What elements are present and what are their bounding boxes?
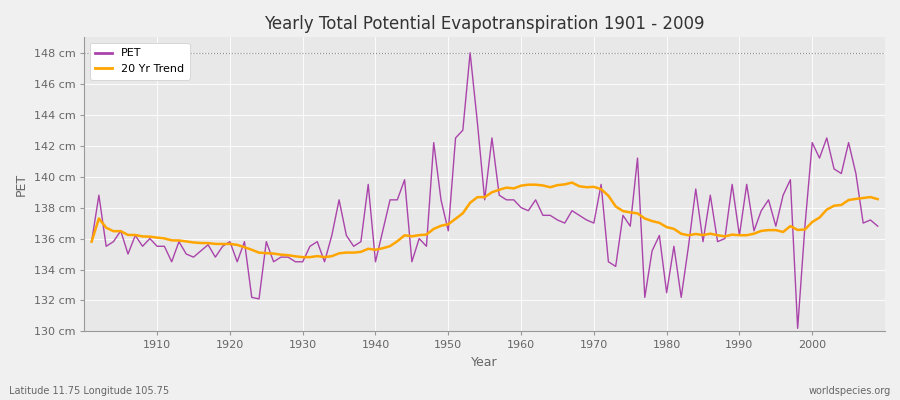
Legend: PET, 20 Yr Trend: PET, 20 Yr Trend [90,43,190,80]
Text: Latitude 11.75 Longitude 105.75: Latitude 11.75 Longitude 105.75 [9,386,169,396]
Y-axis label: PET: PET [15,173,28,196]
X-axis label: Year: Year [472,356,498,369]
Text: worldspecies.org: worldspecies.org [809,386,891,396]
Title: Yearly Total Potential Evapotranspiration 1901 - 2009: Yearly Total Potential Evapotranspiratio… [265,15,705,33]
